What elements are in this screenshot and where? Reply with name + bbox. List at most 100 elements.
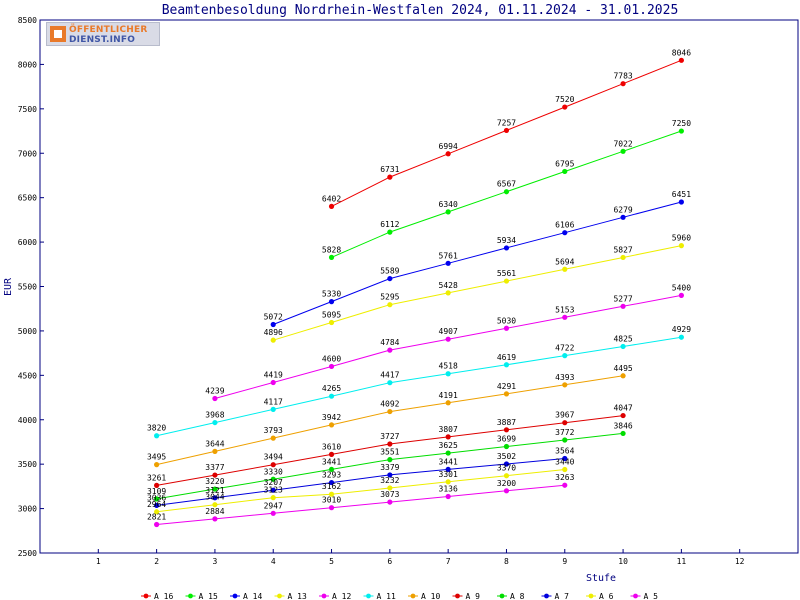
series-a-9: 3261 3377 3494 3610 3727 3807 3887 3967 4047	[147, 404, 633, 488]
data-point	[328, 491, 335, 497]
data-label: 3377	[205, 463, 224, 472]
data-point	[212, 486, 218, 492]
data-point	[678, 199, 684, 205]
data-point	[445, 336, 451, 342]
data-label: 3727	[380, 432, 399, 441]
x-tick-label: 1	[96, 557, 101, 566]
data-label: 3109	[147, 487, 166, 496]
y-tick-label: 2500	[18, 549, 37, 558]
chart-title: Beamtenbesoldung Nordrhein-Westfalen 202…	[162, 3, 679, 18]
legend-marker	[633, 593, 638, 599]
data-point	[154, 521, 160, 528]
legend-item: A_5	[630, 592, 658, 600]
data-label: 4117	[264, 397, 283, 406]
y-tick-label: 7500	[18, 105, 37, 114]
legend-marker	[143, 593, 149, 599]
series-line	[273, 245, 682, 341]
data-label: 3625	[439, 441, 458, 450]
data-point	[445, 371, 451, 377]
data-point	[387, 441, 393, 447]
data-point	[445, 479, 451, 485]
data-point	[328, 422, 335, 428]
series-a-8: 3109 3220 3330 3441 3551 3625 3699 3772 3846	[147, 421, 633, 502]
data-point	[503, 325, 510, 331]
data-label: 2884	[205, 507, 224, 516]
data-point	[212, 395, 218, 402]
data-point	[562, 314, 568, 320]
data-label: 5072	[264, 313, 283, 322]
data-label: 5277	[613, 294, 632, 303]
data-point	[270, 510, 276, 516]
axes: 2500 3000 3500 4000 4500 5000 5500 6000 6500 7000…	[3, 16, 799, 584]
data-label: 4722	[555, 344, 574, 353]
series-a-12: 4239 4419 4600 4784 4907 5030 5153 5277 5400	[205, 283, 691, 402]
data-label: 3967	[555, 411, 574, 420]
data-point	[503, 443, 510, 450]
data-point	[387, 408, 393, 415]
x-tick-label: 5	[329, 557, 334, 566]
y-tick-label: 8000	[18, 60, 37, 69]
data-point	[212, 502, 218, 508]
data-point	[503, 189, 510, 195]
data-point	[503, 427, 510, 433]
data-label: 6451	[672, 190, 691, 199]
data-label: 5400	[672, 283, 691, 292]
data-point	[387, 499, 393, 505]
data-point	[445, 450, 451, 456]
data-label: 7022	[613, 139, 632, 148]
legend-marker	[277, 593, 282, 599]
data-point	[503, 391, 510, 397]
data-point	[503, 278, 510, 284]
data-label: 5428	[439, 281, 458, 290]
data-label: 3162	[322, 482, 341, 491]
data-point	[678, 57, 684, 63]
data-point	[562, 437, 568, 443]
data-point	[212, 448, 218, 454]
data-label: 3301	[439, 470, 458, 479]
data-point	[154, 482, 160, 488]
data-label: 4825	[613, 334, 632, 343]
x-tick-label: 6	[387, 557, 392, 566]
data-point	[154, 496, 160, 502]
data-label: 3644	[205, 439, 224, 448]
data-point	[503, 488, 510, 494]
data-point	[445, 400, 451, 406]
data-label: 3441	[322, 457, 341, 466]
legend-marker	[232, 593, 238, 599]
data-point	[212, 419, 218, 426]
data-label: 5934	[497, 236, 516, 245]
data-point	[620, 373, 626, 379]
data-label: 6402	[322, 194, 341, 203]
data-point	[328, 505, 335, 511]
data-label: 5330	[322, 290, 341, 299]
data-point	[562, 382, 568, 388]
legend: A_16 A_15 A_14 A_13 A_12 A_11 A_10 A_9 A_8 A_7 A_6…	[141, 592, 658, 600]
data-point	[503, 127, 510, 134]
data-label: 4619	[497, 353, 516, 362]
data-point	[445, 151, 451, 157]
data-label: 5153	[555, 305, 574, 314]
data-point	[620, 430, 626, 437]
data-point	[387, 302, 393, 308]
data-point	[270, 495, 276, 501]
data-point	[328, 299, 335, 305]
data-label: 3010	[322, 496, 341, 505]
legend-marker	[188, 593, 193, 599]
data-point	[678, 243, 684, 249]
data-point	[270, 476, 276, 482]
data-label: 5828	[322, 245, 341, 254]
data-point	[270, 321, 276, 328]
data-label: 3610	[322, 442, 341, 451]
data-label: 3846	[613, 421, 632, 430]
data-point	[387, 457, 393, 463]
data-point	[620, 412, 626, 419]
y-tick-label: 5500	[18, 283, 37, 292]
legend-item: A_15	[185, 592, 218, 600]
series-a-15: 5828 6112 6340 6567 6795 7022 7250	[322, 119, 691, 260]
legend-marker	[410, 593, 416, 599]
legend-label: A_14	[243, 592, 262, 600]
data-point	[154, 462, 160, 468]
data-point	[562, 104, 568, 110]
data-label: 3073	[380, 490, 399, 499]
data-label: 7783	[613, 72, 632, 81]
